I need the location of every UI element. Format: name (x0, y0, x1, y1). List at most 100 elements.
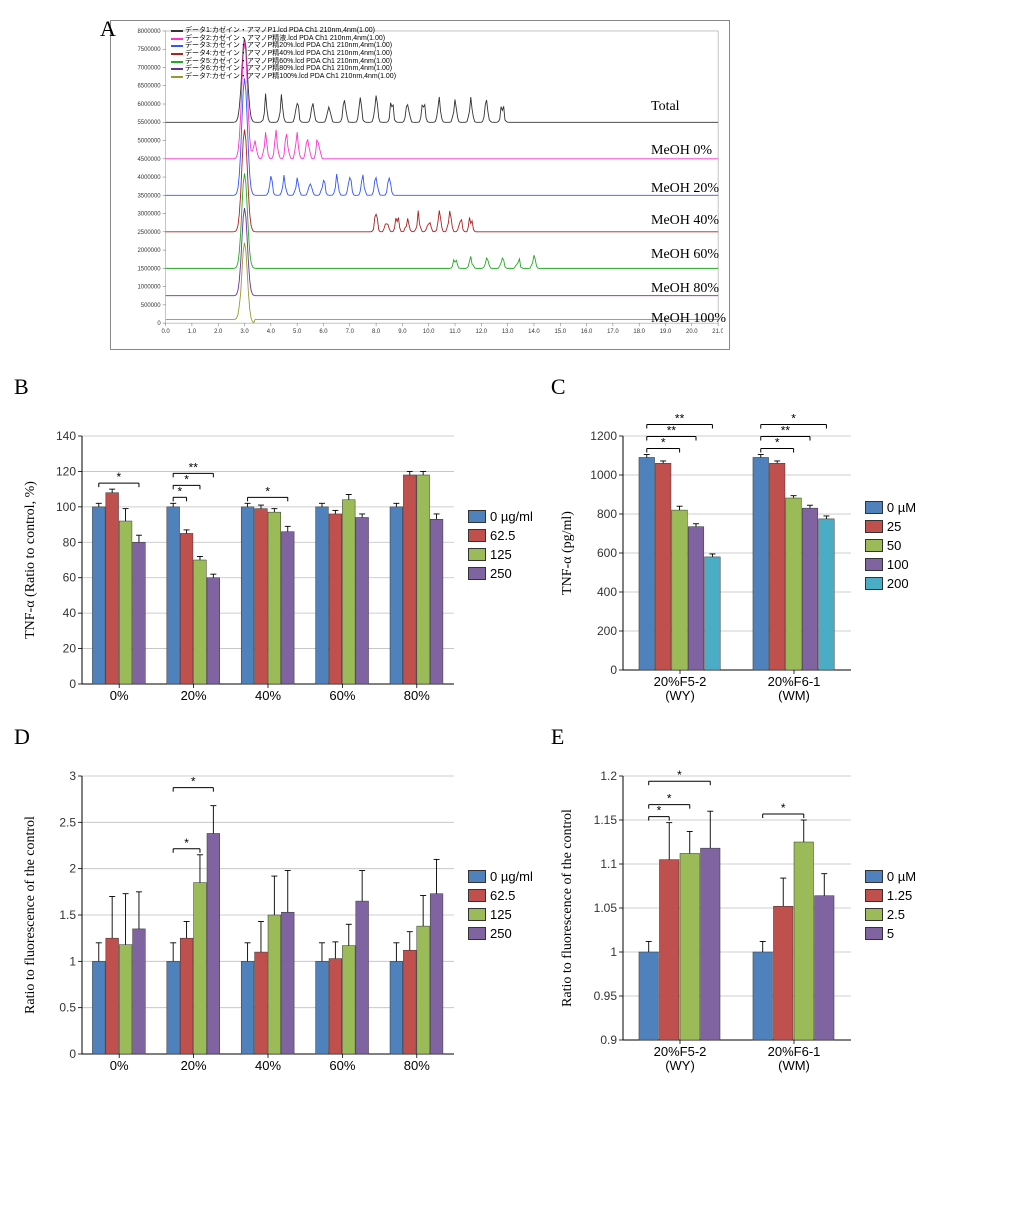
svg-text:2500000: 2500000 (137, 230, 161, 236)
svg-text:3500000: 3500000 (137, 193, 161, 199)
svg-text:6000000: 6000000 (137, 102, 161, 108)
svg-text:5500000: 5500000 (137, 120, 161, 126)
trace-label: Total (651, 99, 680, 115)
svg-text:15.0: 15.0 (554, 329, 566, 335)
svg-text:4500000: 4500000 (137, 157, 161, 163)
svg-text:Ratio to fluorescence of the c: Ratio to fluorescence of the control (23, 816, 38, 1014)
svg-text:*: * (184, 836, 189, 850)
svg-text:7.0: 7.0 (346, 329, 355, 335)
legend-item: 0 µg/ml (468, 869, 533, 884)
svg-text:11.0: 11.0 (449, 329, 461, 335)
svg-text:1: 1 (69, 954, 76, 968)
svg-text:6500000: 6500000 (137, 84, 161, 90)
svg-text:5000000: 5000000 (137, 139, 161, 145)
svg-text:60: 60 (63, 571, 77, 585)
chromatogram-legend-item: データ7:カゼイン・アマノP精100%.lcd PDA Ch1 210nm,4n… (171, 73, 396, 81)
svg-text:0%: 0% (110, 688, 129, 703)
svg-text:20%: 20% (181, 688, 207, 703)
panel-d: D 00.511.522.53Ratio to fluorescence of … (20, 730, 533, 1080)
svg-text:(WM): (WM) (778, 1058, 810, 1073)
svg-text:9.0: 9.0 (398, 329, 407, 335)
svg-text:20.0: 20.0 (686, 329, 698, 335)
svg-text:0: 0 (610, 663, 617, 677)
svg-text:*: * (661, 436, 666, 450)
svg-text:0.9: 0.9 (600, 1033, 617, 1047)
svg-text:3000000: 3000000 (137, 212, 161, 218)
svg-text:*: * (265, 484, 270, 498)
svg-text:Ratio to fluorescence of the c: Ratio to fluorescence of the control (560, 809, 575, 1007)
svg-text:*: * (791, 412, 796, 426)
barchart-b: 020406080100120140TNF-α (Ratio to contro… (20, 380, 460, 710)
svg-text:7500000: 7500000 (137, 47, 161, 53)
svg-text:80%: 80% (404, 688, 430, 703)
svg-text:8000000: 8000000 (137, 29, 161, 35)
svg-text:0.95: 0.95 (594, 989, 618, 1003)
panel-a-label: A (100, 16, 116, 42)
svg-text:**: ** (667, 424, 677, 438)
panel-c: C 020040060080010001200TNF-α (pg/ml)20%F… (557, 380, 916, 710)
svg-text:21.0: 21.0 (712, 329, 723, 335)
svg-text:2: 2 (69, 862, 76, 876)
svg-text:1000: 1000 (590, 468, 617, 482)
svg-text:80: 80 (63, 535, 77, 549)
svg-text:20%F5-2: 20%F5-2 (654, 1044, 707, 1059)
figure: A 05000001000000150000020000002500000300… (20, 20, 1000, 1100)
svg-text:1.05: 1.05 (594, 901, 618, 915)
trace-label: MeOH 100% (651, 311, 726, 327)
legend-item: 62.5 (468, 888, 533, 903)
svg-text:2000000: 2000000 (137, 248, 161, 254)
svg-text:6.0: 6.0 (319, 329, 328, 335)
svg-text:TNF-α (Ratio to control, %): TNF-α (Ratio to control, %) (23, 481, 38, 639)
trace-label: MeOH 80% (651, 281, 719, 297)
svg-text:12.0: 12.0 (476, 329, 488, 335)
row-de: D 00.511.522.53Ratio to fluorescence of … (20, 730, 1000, 1100)
svg-text:0%: 0% (110, 1058, 129, 1073)
svg-text:17.0: 17.0 (607, 329, 619, 335)
svg-text:7000000: 7000000 (137, 65, 161, 71)
legend-item: 100 (865, 557, 916, 572)
svg-text:140: 140 (56, 429, 76, 443)
legend-item: 5 (865, 926, 916, 941)
svg-text:2.0: 2.0 (214, 329, 223, 335)
svg-text:200: 200 (597, 624, 617, 638)
svg-text:40%: 40% (255, 1058, 281, 1073)
chromatogram-legend-item: データ3:カゼイン・アマノP精20%.lcd PDA Ch1 210nm,4nm… (171, 42, 396, 50)
svg-text:100: 100 (56, 500, 76, 514)
svg-text:TNF-α (pg/ml): TNF-α (pg/ml) (560, 511, 575, 595)
legend-item: 62.5 (468, 528, 533, 543)
svg-text:0.0: 0.0 (161, 329, 170, 335)
svg-text:1500000: 1500000 (137, 266, 161, 272)
svg-text:800: 800 (597, 507, 617, 521)
barchart-c: 020040060080010001200TNF-α (pg/ml)20%F5-… (557, 380, 857, 710)
panel-a: A 05000001000000150000020000002500000300… (20, 20, 1000, 350)
svg-text:*: * (117, 470, 122, 484)
barchart-d: 00.511.522.53Ratio to fluorescence of th… (20, 730, 460, 1080)
svg-text:16.0: 16.0 (581, 329, 593, 335)
svg-text:20%F6-1: 20%F6-1 (768, 674, 821, 689)
svg-text:40: 40 (63, 606, 77, 620)
legend-item: 2.5 (865, 907, 916, 922)
svg-text:3.0: 3.0 (240, 329, 249, 335)
panel-e: E 0.90.9511.051.11.151.2Ratio to fluores… (557, 730, 916, 1080)
legend-e: 0 µM1.252.55 (865, 869, 916, 941)
svg-text:40%: 40% (255, 688, 281, 703)
panel-e-label: E (551, 724, 564, 750)
svg-text:1.0: 1.0 (188, 329, 197, 335)
chromatogram-legend-item: データ6:カゼイン・アマノP精80%.lcd PDA Ch1 210nm,4nm… (171, 65, 396, 73)
svg-text:0: 0 (157, 321, 161, 327)
legend-item: 250 (468, 926, 533, 941)
legend-item: 1.25 (865, 888, 916, 903)
svg-text:*: * (191, 775, 196, 789)
legend-item: 0 µg/ml (468, 509, 533, 524)
svg-text:500000: 500000 (141, 303, 162, 309)
svg-text:10.0: 10.0 (423, 329, 435, 335)
svg-text:0: 0 (69, 1047, 76, 1061)
svg-text:*: * (657, 804, 662, 818)
svg-text:400: 400 (597, 585, 617, 599)
chromatogram-file-legend: データ1:カゼイン・アマノP1.lcd PDA Ch1 210nm,4nm(1.… (171, 27, 396, 81)
svg-text:*: * (781, 801, 786, 815)
svg-text:0: 0 (69, 677, 76, 691)
svg-text:4.0: 4.0 (267, 329, 276, 335)
legend-item: 25 (865, 519, 916, 534)
svg-text:5.0: 5.0 (293, 329, 302, 335)
